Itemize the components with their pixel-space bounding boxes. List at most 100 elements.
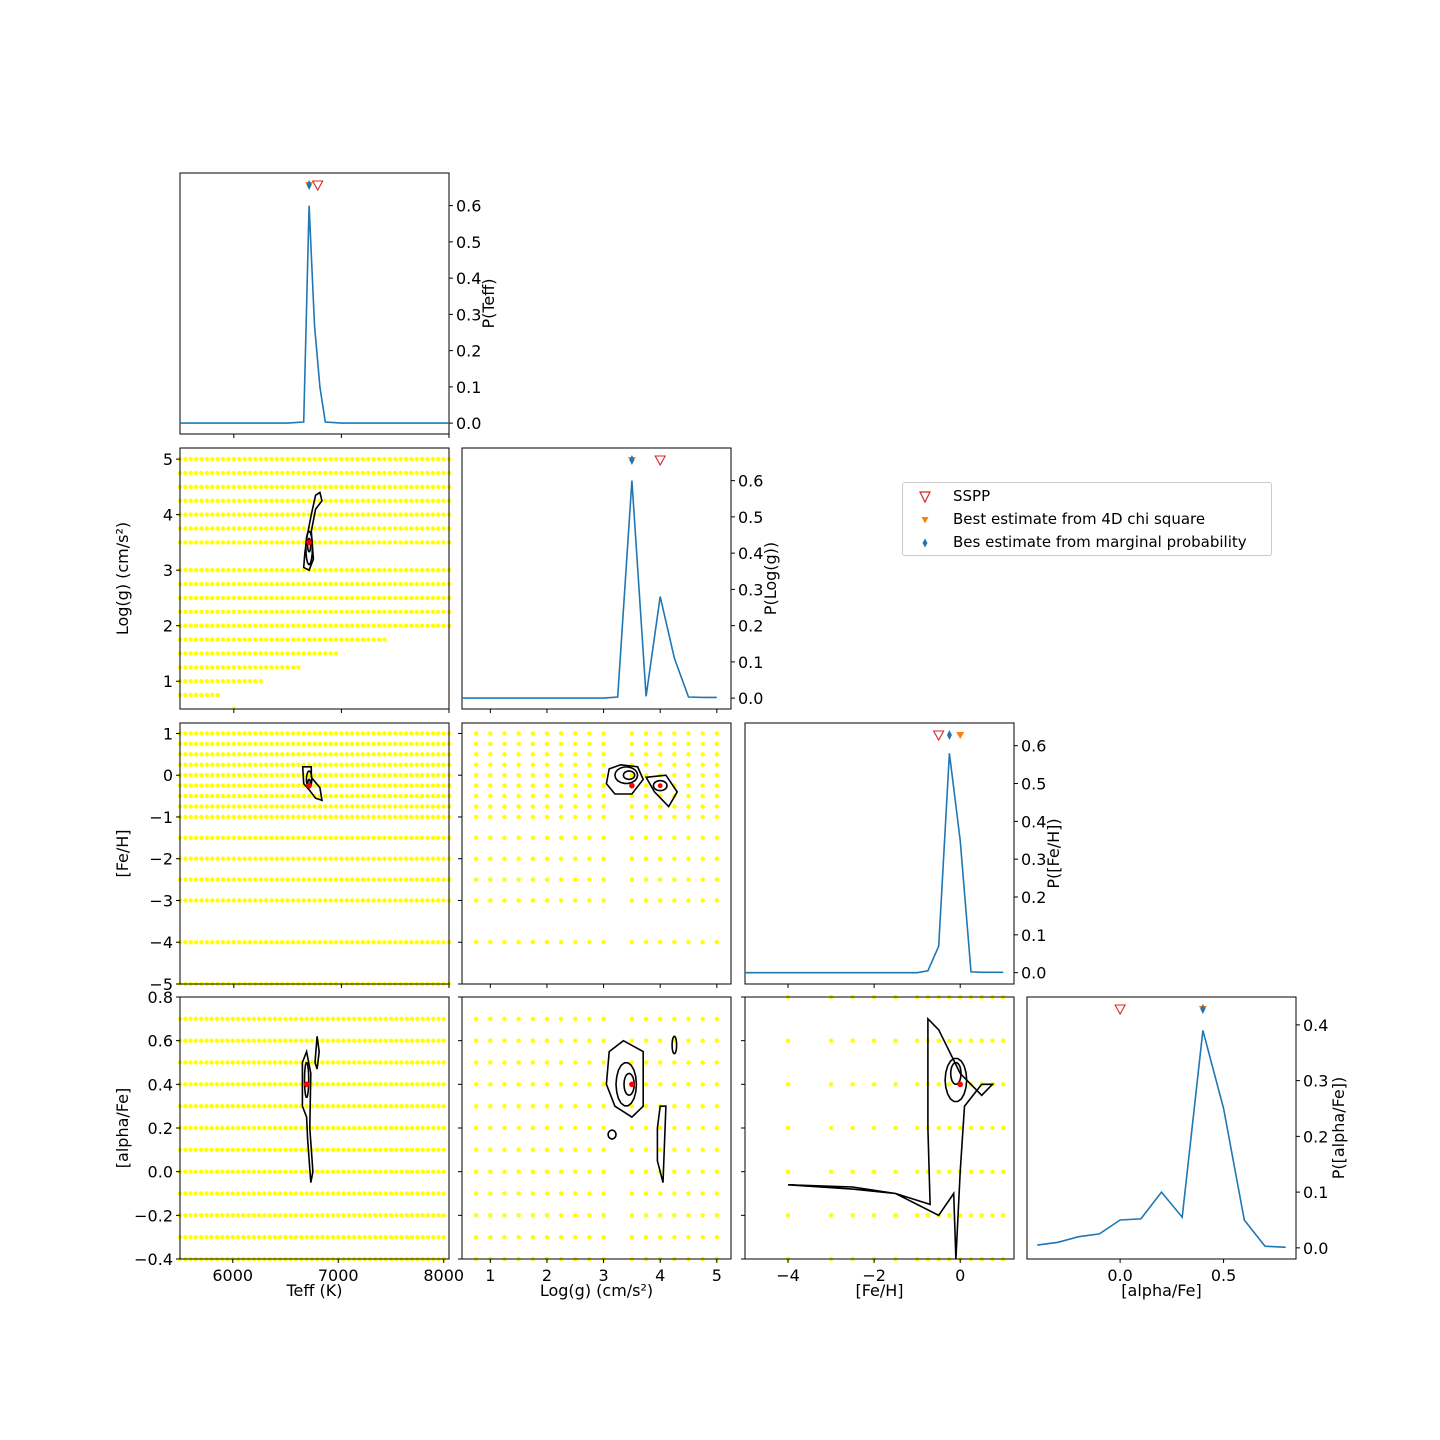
grid-point (394, 1169, 399, 1174)
grid-point (601, 1060, 606, 1065)
grid-point (247, 731, 253, 736)
grid-point (280, 665, 285, 670)
grid-point (278, 1016, 283, 1021)
grid-point (382, 609, 387, 614)
contour-teff-alpha-top (314, 1036, 321, 1070)
grid-point (323, 637, 328, 642)
grid-point (488, 1038, 493, 1043)
marginal-feh-ytick-label: 0.3 (1021, 850, 1046, 869)
grid-point (431, 1213, 436, 1218)
grid-point (362, 1235, 367, 1240)
grid-point (425, 773, 430, 778)
grid-point (183, 623, 188, 628)
grid-point (210, 470, 215, 476)
grid-point (425, 484, 430, 490)
grid-point (317, 512, 323, 517)
grid-point (262, 1104, 267, 1109)
grid-point (193, 793, 199, 799)
grid-point (355, 731, 360, 736)
contour-logg-alpha-inner (623, 1072, 636, 1096)
grid-point (351, 1104, 357, 1109)
grid-point (258, 783, 263, 788)
grid-point (183, 1038, 188, 1043)
grid-point (420, 1082, 425, 1087)
grid-point (215, 484, 220, 490)
grid-point (587, 1191, 592, 1196)
grid-point (573, 1191, 578, 1196)
grid-point (246, 1038, 251, 1043)
grid-point (204, 456, 210, 462)
grid-point (247, 665, 253, 670)
grid-point (516, 877, 521, 882)
grid-point (587, 856, 592, 861)
grid-point (269, 498, 274, 503)
grid-point (544, 804, 550, 809)
grid-point (425, 940, 430, 945)
grid-point (425, 595, 430, 601)
ylabel-p-feh: P([Fe/H]) (1044, 818, 1063, 888)
grid-point (425, 835, 430, 840)
grid-point (714, 1191, 719, 1196)
grid-point (355, 783, 360, 788)
grid-point (672, 814, 677, 820)
grid-point (979, 1169, 984, 1174)
grid-point (193, 679, 199, 684)
grid-point (285, 637, 290, 642)
grid-point (209, 1213, 214, 1218)
grid-point (672, 1213, 677, 1218)
grid-point (230, 1104, 235, 1109)
grid-point (285, 526, 290, 531)
grid-point (516, 1060, 521, 1065)
grid-point (686, 741, 691, 747)
grid-point (301, 752, 306, 757)
feh-alpha-xtick-label: 0 (955, 1266, 965, 1285)
grid-point (199, 609, 204, 614)
grid-point (301, 940, 306, 945)
grid-point (601, 835, 606, 840)
grid-point (325, 1213, 330, 1218)
logg-alpha-xtick-label: 4 (655, 1266, 665, 1285)
grid-point (425, 1191, 431, 1196)
grid-point (544, 1060, 550, 1065)
grid-point (850, 1082, 855, 1087)
grid-point (290, 835, 296, 840)
grid-point (425, 470, 430, 476)
grid-point (225, 1060, 230, 1065)
grid-point (587, 877, 592, 882)
grid-point (231, 651, 236, 656)
grid-point (247, 609, 253, 614)
grid-point (220, 540, 226, 545)
grid-point (419, 773, 425, 778)
grid-point (237, 456, 242, 462)
grid-point (328, 581, 333, 587)
grid-point (393, 762, 398, 767)
grid-point (215, 637, 220, 642)
contour-teff-alpha-outer (301, 1048, 314, 1183)
grid-point (544, 835, 550, 840)
grid-point (394, 1016, 399, 1021)
contour-teff-logg-inner (306, 537, 312, 553)
grid-point (362, 1147, 367, 1153)
grid-point (274, 783, 279, 788)
grid-point (210, 814, 215, 820)
grid-point (269, 835, 274, 840)
grid-point (441, 526, 446, 531)
grid-point (351, 1038, 357, 1043)
grid-point (258, 793, 263, 799)
grid-point (253, 456, 258, 462)
grid-point (188, 793, 193, 799)
grid-point (714, 1016, 719, 1021)
grid-point (344, 877, 349, 882)
grid-point (323, 498, 328, 503)
grid-point (398, 877, 403, 882)
panel-marginal-logg-frame (461, 447, 732, 710)
logg-alpha-xtick-label: 1 (485, 1266, 495, 1285)
grid-point (220, 835, 226, 840)
contour-feh-alpha-mid (944, 1057, 968, 1103)
grid-point (601, 1016, 606, 1021)
marginal-logg-marginal-marker (629, 455, 635, 465)
grid-point (231, 456, 236, 462)
grid-point (936, 1038, 941, 1043)
grid-point (183, 856, 188, 861)
grid-point (516, 1169, 521, 1174)
